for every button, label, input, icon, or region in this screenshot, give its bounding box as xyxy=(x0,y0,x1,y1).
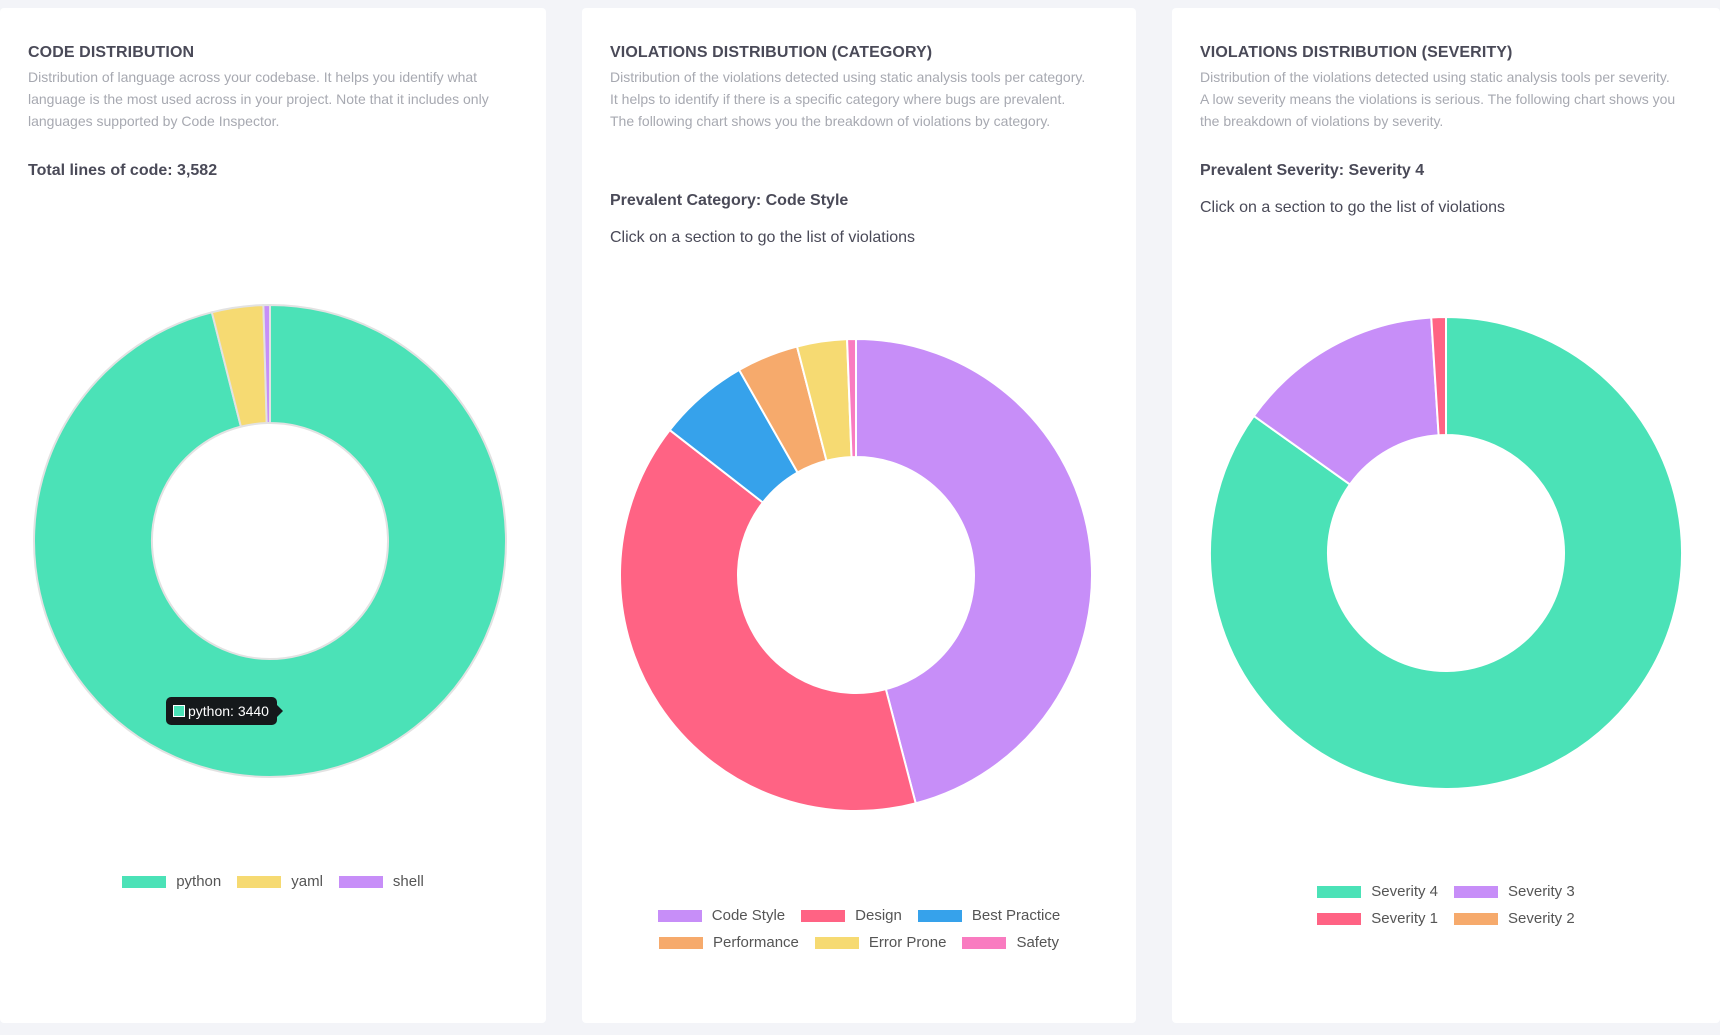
legend-swatch xyxy=(237,875,282,888)
legend-swatch xyxy=(1317,912,1362,925)
chart-legend: Code Style Design Best Practice Performance… xyxy=(582,902,1136,956)
legend-label: Severity 1 xyxy=(1371,910,1438,927)
legend-label: Severity 3 xyxy=(1508,883,1575,900)
legend-label: Code Style xyxy=(711,907,786,924)
legend-swatch xyxy=(122,875,167,888)
donut-slice-shell[interactable] xyxy=(262,303,271,425)
tooltip-swatch xyxy=(173,705,185,717)
donut-slice-safety[interactable] xyxy=(846,337,857,459)
legend-item-yaml[interactable]: yaml xyxy=(237,868,323,895)
card-description: Distribution of the violations detected … xyxy=(610,69,1086,129)
legend-label: python xyxy=(176,873,222,890)
donut-slice-python[interactable] xyxy=(33,303,507,778)
card-description: Distribution of language across your cod… xyxy=(28,69,489,129)
legend-item-severity-4[interactable]: Severity 4 xyxy=(1317,878,1438,905)
chart-legend: python yaml shell xyxy=(0,868,546,895)
legend-item-severity-2[interactable]: Severity 2 xyxy=(1454,905,1575,932)
violations-category-card: VIOLATIONS DISTRIBUTION (CATEGORY) Distr… xyxy=(582,8,1136,1023)
click-hint: Click on a section to go the list of vio… xyxy=(610,229,916,246)
legend-swatch xyxy=(917,909,962,922)
card-title: VIOLATIONS DISTRIBUTION (SEVERITY) xyxy=(1200,44,1513,61)
legend-label: Severity 2 xyxy=(1508,910,1575,927)
legend-swatch xyxy=(1454,912,1498,925)
legend-label: yaml xyxy=(291,873,323,890)
click-hint: Click on a section to go the list of vio… xyxy=(1200,199,1506,216)
legend-swatch xyxy=(657,909,702,922)
prevalent-severity: Prevalent Severity: Severity 4 xyxy=(1200,162,1425,179)
legend-swatch xyxy=(1317,885,1362,898)
legend-item-best-practice[interactable]: Best Practice xyxy=(917,902,1061,929)
card-description: Distribution of the violations detected … xyxy=(1200,69,1676,129)
legend-label: Best Practice xyxy=(971,907,1061,924)
legend-swatch xyxy=(338,875,383,888)
violations-category-donut[interactable] xyxy=(582,8,1136,1023)
card-title: CODE DISTRIBUTION xyxy=(28,44,195,61)
card-title: VIOLATIONS DISTRIBUTION (CATEGORY) xyxy=(610,44,933,61)
violations-severity-donut[interactable] xyxy=(1172,8,1720,1023)
legend-label: Design xyxy=(855,907,902,924)
code-distribution-donut[interactable] xyxy=(0,8,546,1023)
donut-slice-design[interactable] xyxy=(619,428,917,812)
donut-slice-severity-1[interactable] xyxy=(1430,315,1447,437)
legend-item-performance[interactable]: Performance xyxy=(659,929,799,956)
legend-item-error-prone[interactable]: Error Prone xyxy=(814,929,947,956)
legend-swatch xyxy=(1454,885,1498,898)
legend-item-safety[interactable]: Safety xyxy=(962,929,1059,956)
legend-item-design[interactable]: Design xyxy=(801,902,902,929)
legend-item-python[interactable]: python xyxy=(122,868,221,895)
prevalent-category: Prevalent Category: Code Style xyxy=(610,192,849,209)
violations-severity-card: VIOLATIONS DISTRIBUTION (SEVERITY) Distr… xyxy=(1172,8,1720,1023)
legend-swatch xyxy=(801,909,846,922)
legend-item-shell[interactable]: shell xyxy=(338,868,424,895)
legend-label: Safety xyxy=(1016,934,1059,951)
legend-label: Error Prone xyxy=(868,934,947,951)
legend-item-severity-3[interactable]: Severity 3 xyxy=(1454,878,1575,905)
total-lines-of-code: Total lines of code: 3,582 xyxy=(28,162,218,179)
legend-swatch xyxy=(814,936,859,949)
legend-label: Performance xyxy=(713,934,799,951)
donut-slice-code-style[interactable] xyxy=(855,337,1093,805)
legend-label: Severity 4 xyxy=(1371,883,1438,900)
code-distribution-card: CODE DISTRIBUTION Distribution of langua… xyxy=(0,8,546,1023)
legend-item-severity-1[interactable]: Severity 1 xyxy=(1317,905,1438,932)
legend-swatch xyxy=(962,936,1007,949)
chart-legend: Severity 4 Severity 3 Severity 1 Severity 2 xyxy=(1172,878,1720,932)
legend-swatch xyxy=(659,936,704,949)
tooltip-text: python: 3440 xyxy=(188,703,269,719)
donut-slice-severity-4[interactable] xyxy=(1209,315,1683,790)
legend-label: shell xyxy=(392,873,424,890)
legend-item-code-style[interactable]: Code Style xyxy=(657,902,786,929)
chart-tooltip: python: 3440 xyxy=(166,697,283,725)
donut-slice-severity-3[interactable] xyxy=(1252,316,1440,486)
